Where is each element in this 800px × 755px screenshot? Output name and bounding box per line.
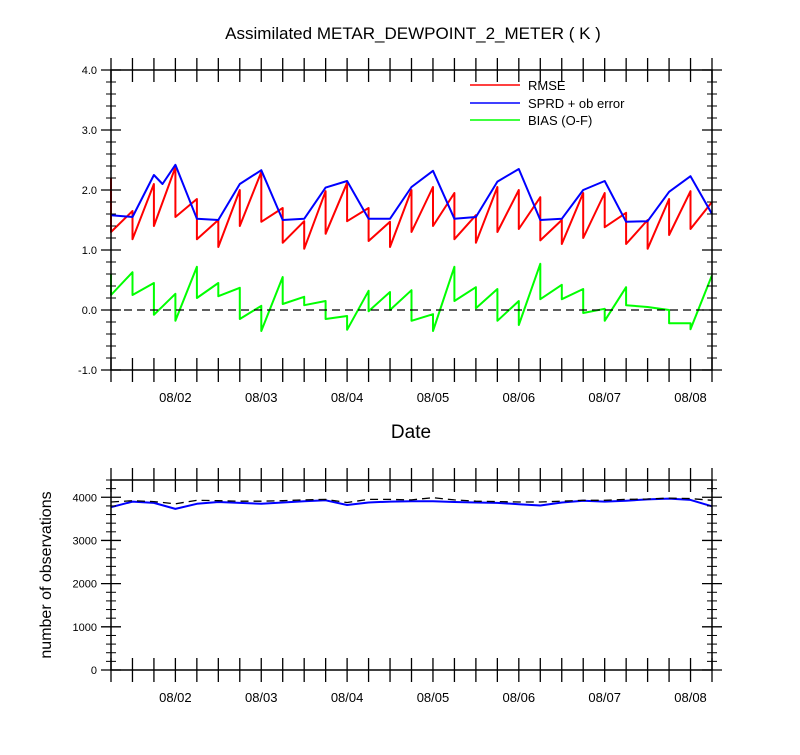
bottom-xtick-label: 08/07 [588, 690, 621, 705]
bottom-ticks-group: 0 1000 2000 3000 4000 08/02 08/03 08/04 08/05 08/… [73, 468, 722, 705]
top-ytick-label: 0.0 [82, 305, 97, 317]
bottom-xtick-label: 08/08 [674, 690, 707, 705]
top-xtick-label: 08/07 [588, 390, 621, 405]
top-panel: Assimilated METAR_DEWPOINT_2_METER ( K )… [78, 24, 722, 443]
chart-title: Assimilated METAR_DEWPOINT_2_METER ( K ) [225, 24, 601, 43]
bottom-panel: 0 1000 2000 3000 4000 08/02 08/03 08/04 08/05 08/… [38, 468, 722, 705]
top-xtick-label: 08/03 [245, 390, 278, 405]
top-ytick-label: 4.0 [82, 65, 97, 77]
top-ticks-group: -1.0 0.0 1.0 2.0 3.0 4.0 08/02 08/03 08/04 08/05 0… [78, 58, 722, 405]
legend-label-spread: SPRD + ob error [528, 96, 625, 111]
y-axis-label-observations: number of observations [38, 491, 55, 658]
top-series-sprd-ob-error [110, 163, 713, 223]
bottom-ytick-label: 1000 [73, 622, 97, 634]
x-axis-label: Date [391, 422, 431, 443]
top-series-group [110, 163, 713, 332]
bottom-ytick-label: 4000 [73, 492, 97, 504]
bottom-xtick-label: 08/04 [331, 690, 364, 705]
legend: RMSE SPRD + ob error BIAS (O-F) [470, 78, 625, 128]
top-ytick-label: 1.0 [82, 245, 97, 257]
top-series-rmse [110, 166, 713, 250]
top-xtick-label: 08/05 [417, 390, 450, 405]
top-xtick-label: 08/02 [159, 390, 192, 405]
bottom-plot-frame [110, 479, 713, 671]
bottom-series-group [110, 497, 713, 510]
legend-label-bias: BIAS (O-F) [528, 113, 592, 128]
top-ytick-label: 2.0 [82, 185, 97, 197]
bottom-xtick-label: 08/02 [159, 690, 192, 705]
top-xtick-label: 08/04 [331, 390, 364, 405]
bottom-xtick-label: 08/03 [245, 690, 278, 705]
bottom-xtick-label: 08/06 [503, 690, 536, 705]
bottom-series-assimilated-observations [110, 497, 713, 510]
bottom-series-possible-observations [110, 497, 713, 505]
legend-label-rmse: RMSE [528, 78, 566, 93]
top-xtick-label: 08/06 [503, 390, 536, 405]
top-series-bias-o-f [110, 262, 713, 332]
top-ytick-label: 3.0 [82, 125, 97, 137]
top-ytick-label: -1.0 [78, 365, 97, 377]
bottom-ytick-label: 2000 [73, 579, 97, 591]
bottom-xtick-label: 08/05 [417, 690, 450, 705]
bottom-ytick-label: 0 [91, 665, 97, 677]
top-xtick-label: 08/08 [674, 390, 707, 405]
bottom-ytick-label: 3000 [73, 535, 97, 547]
